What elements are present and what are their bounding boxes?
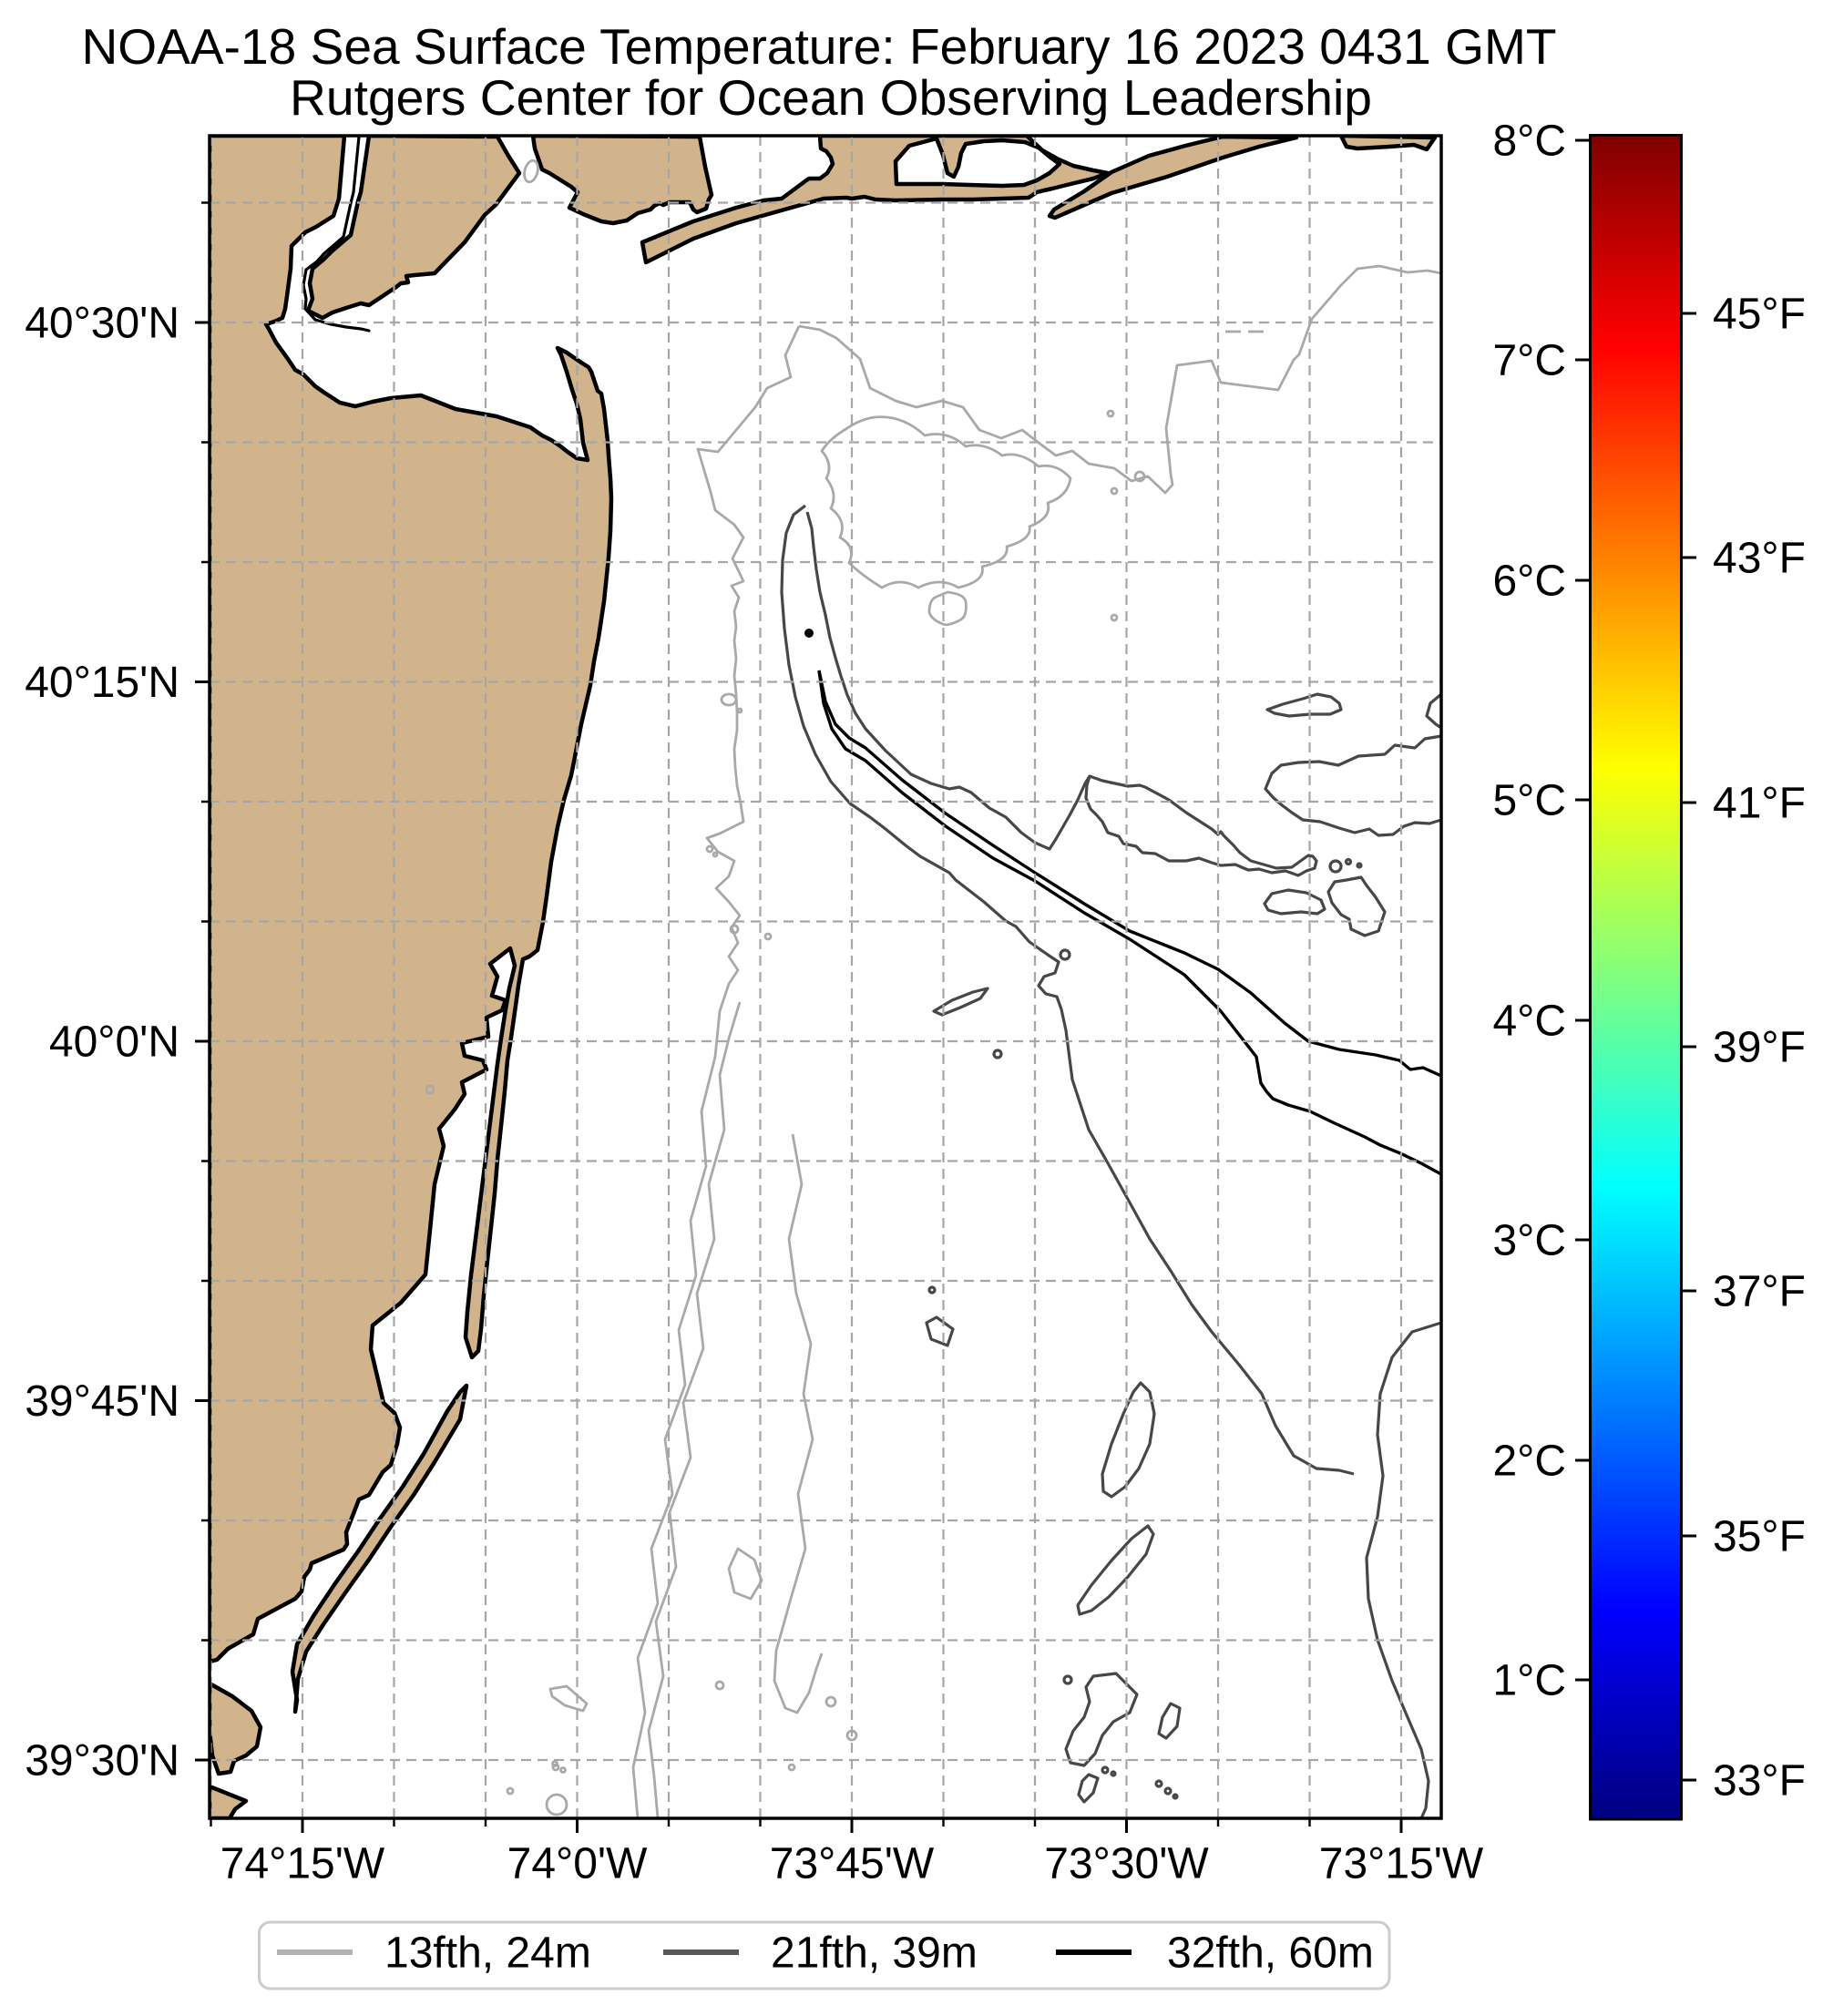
svg-text:NOAA-18 Sea Surface Temperatur: NOAA-18 Sea Surface Temperature: Februar… [82, 18, 1557, 75]
svg-text:39°30'N: 39°30'N [25, 1737, 179, 1786]
svg-text:73°15'W: 73°15'W [1319, 1840, 1484, 1888]
svg-text:4°C: 4°C [1492, 998, 1566, 1046]
svg-text:21fth, 39m: 21fth, 39m [771, 1929, 978, 1978]
svg-text:2°C: 2°C [1492, 1438, 1566, 1486]
svg-text:5°C: 5°C [1492, 777, 1566, 825]
svg-text:43°F: 43°F [1713, 535, 1806, 583]
svg-text:13fth, 24m: 13fth, 24m [384, 1929, 591, 1978]
svg-text:Rutgers Center for Ocean Obser: Rutgers Center for Ocean Observing Leade… [290, 69, 1372, 126]
svg-text:32fth, 60m: 32fth, 60m [1167, 1929, 1374, 1978]
svg-text:73°30'W: 73°30'W [1044, 1840, 1209, 1888]
svg-text:39°F: 39°F [1713, 1024, 1806, 1072]
svg-text:74°15'W: 74°15'W [220, 1840, 385, 1888]
svg-text:41°F: 41°F [1713, 780, 1806, 828]
svg-text:40°15'N: 40°15'N [25, 659, 179, 707]
svg-text:8°C: 8°C [1492, 118, 1566, 166]
svg-text:33°F: 33°F [1713, 1757, 1806, 1806]
svg-text:39°45'N: 39°45'N [25, 1377, 179, 1426]
svg-text:45°F: 45°F [1713, 291, 1806, 339]
svg-text:35°F: 35°F [1713, 1513, 1806, 1561]
svg-text:3°C: 3°C [1492, 1217, 1566, 1265]
svg-text:7°C: 7°C [1492, 337, 1566, 385]
svg-text:6°C: 6°C [1492, 558, 1566, 606]
svg-text:1°C: 1°C [1492, 1657, 1566, 1705]
svg-text:37°F: 37°F [1713, 1268, 1806, 1316]
svg-text:73°45'W: 73°45'W [770, 1840, 935, 1888]
svg-text:40°0'N: 40°0'N [49, 1018, 179, 1067]
svg-text:40°30'N: 40°30'N [25, 300, 179, 348]
svg-text:74°0'W: 74°0'W [507, 1840, 648, 1888]
